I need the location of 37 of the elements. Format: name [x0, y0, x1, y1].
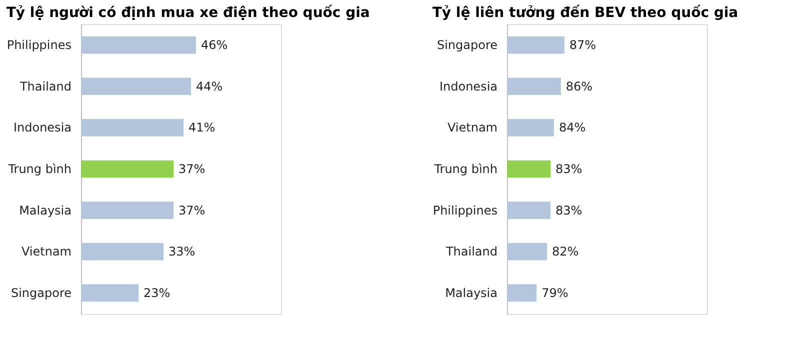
bar [81, 119, 184, 136]
y-tick-label: Thailand [444, 244, 498, 259]
y-tick-label: Singapore [436, 38, 498, 52]
y-tick-label: Malaysia [19, 203, 72, 218]
data-label: 37% [178, 203, 206, 218]
chart-title: Tỷ lệ liên tưởng đến BEV theo quốc gia [432, 4, 738, 21]
y-tick-label: Indonesia [439, 79, 498, 94]
bar [81, 202, 174, 219]
bar [81, 78, 191, 96]
y-tick-label: Thailand [18, 79, 72, 94]
data-label: 84% [558, 120, 586, 135]
data-label: 83% [555, 162, 582, 176]
data-label: 79% [542, 286, 568, 300]
y-tick-label: Singapore [10, 286, 72, 300]
y-tick-label: Vietnam [447, 120, 498, 135]
y-tick-label: Malaysia [445, 286, 498, 300]
y-tick-label: Philippines [432, 203, 498, 218]
y-tick-label: Indonesia [13, 120, 72, 135]
data-label: 23% [144, 286, 170, 300]
data-label: 41% [188, 120, 216, 135]
bar [81, 36, 196, 54]
data-label: 37% [178, 162, 206, 176]
bar [81, 160, 174, 178]
data-label: 82% [552, 244, 579, 259]
data-label: 33% [168, 244, 196, 259]
bar [81, 284, 138, 302]
y-tick-label: Philippines [6, 38, 72, 52]
data-label: 46% [201, 38, 228, 52]
y-tick-label: Trung bình [7, 162, 72, 176]
data-label: 83% [555, 203, 582, 218]
y-tick-label: Vietnam [21, 244, 72, 259]
data-label: 87% [569, 38, 596, 52]
bar [81, 242, 164, 260]
data-label: 44% [196, 79, 223, 94]
y-tick-label: Trung bình [433, 162, 498, 176]
data-label: 86% [566, 79, 593, 94]
chart-title: Tỷ lệ người có định mua xe điện theo quốc gia [6, 4, 370, 21]
